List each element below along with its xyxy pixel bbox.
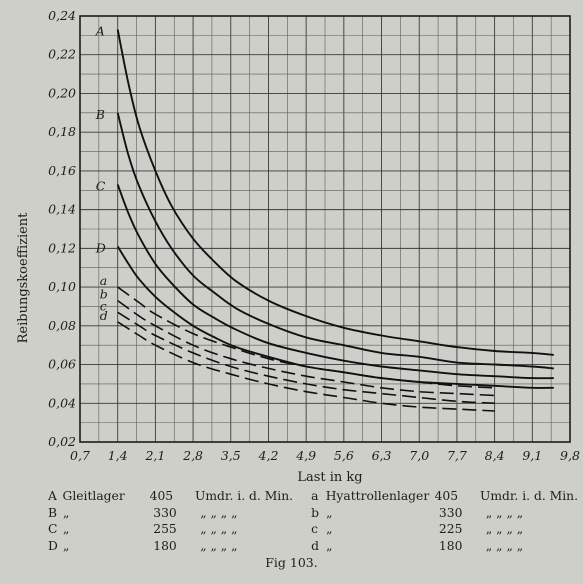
x-tick-label: 1,4 [108, 448, 128, 463]
legend-speed: 225 [438, 522, 463, 537]
x-tick-label: 9,8 [560, 448, 580, 463]
legend-row: A Gleitlager 405 Umdr. i. d. Min. a Hyat… [48, 488, 578, 505]
curve-label-D: D [95, 240, 106, 255]
legend-unit: „ „ „ „ [485, 538, 524, 553]
legend-unit: „ „ „ „ [200, 505, 238, 520]
curve-label-c: c [100, 298, 107, 313]
series-line-C [116, 184, 554, 380]
x-tick-label: 7,7 [447, 448, 467, 463]
legend-unit: Umdr. i. d. Min. [195, 489, 294, 503]
y-tick-labels: 0,02 0,04 0,06 0,08 0,10 0,12 0,14 0,16 0,18 0,20… [48, 8, 76, 449]
x-tick-label: 2,8 [182, 448, 203, 463]
legend-key: c [311, 522, 319, 537]
plot-border [79, 15, 571, 443]
legend-key: a [311, 489, 319, 503]
legend-key: D [48, 538, 58, 553]
legend-key: A [48, 489, 57, 503]
legend-speed: 330 [438, 505, 463, 520]
legend-unit: „ „ „ „ [485, 522, 524, 537]
curve-label-C: C [96, 178, 106, 193]
curve-label-b: b [100, 287, 108, 302]
y-axis-title: Reibungskoeffizient [16, 212, 31, 344]
legend-speed: 330 [153, 505, 177, 520]
y-tick-label: 0,12 [48, 240, 76, 255]
grid [79, 15, 571, 443]
y-tick-label: 0,08 [48, 318, 76, 333]
y-tick-label: 0,20 [48, 85, 76, 100]
x-tick-labels: 0,7 1,4 2,1 2,8 3,5 4,2 4,9 5,6 6,3 7,0 7,7 8,4 9,1 9… [70, 448, 580, 463]
legend-speed: 405 [434, 489, 459, 503]
legend-bearing: „ [326, 505, 333, 520]
series-line-b [117, 299, 495, 397]
curve-label-a: a [100, 273, 107, 288]
legend-unit: „ „ „ „ [200, 522, 238, 537]
x-tick-label: 0,7 [70, 448, 90, 463]
plot-frame [79, 15, 571, 443]
legend-bearing: Gleitlager [62, 489, 125, 503]
legend-bearing: Hyattrollenlager [325, 489, 430, 503]
y-tick-label: 0,22 [48, 47, 76, 62]
series-line-B [116, 112, 554, 370]
x-tick-label: 6,3 [372, 448, 392, 463]
y-tick-label: 0,06 [48, 357, 76, 372]
y-tick-label: 0,18 [48, 124, 76, 139]
series-line-d [117, 321, 495, 412]
legend-bearing: „ [63, 522, 70, 537]
legend-row: D „ 180 „ „ „ „ d „ 180 „ „ „ „ [48, 538, 578, 555]
legend-unit: Umdr. i. d. Min. [479, 489, 579, 503]
y-tick-label: 0,10 [48, 279, 76, 294]
legend: A Gleitlager 405 Umdr. i. d. Min. a Hyat… [48, 488, 578, 554]
y-tick-label: 0,24 [48, 8, 76, 23]
x-tick-label: 2,1 [144, 448, 165, 463]
x-tick-label: 9,1 [522, 448, 542, 463]
x-tick-label: 4,2 [258, 448, 279, 463]
x-tick-label: 3,5 [221, 448, 241, 463]
x-tick-label: 7,0 [409, 448, 429, 463]
legend-row: B „ 330 „ „ „ „ b „ 330 „ „ „ „ [48, 505, 578, 522]
series-line-A [116, 29, 554, 356]
legend-unit: „ „ „ „ [200, 538, 238, 553]
x-tick-label: 5,6 [334, 448, 354, 463]
x-tick-label: 4,9 [295, 448, 316, 463]
legend-bearing: „ [63, 505, 70, 520]
legend-bearing: „ [63, 538, 70, 553]
series-lines [116, 29, 554, 412]
series-line-c [117, 311, 495, 405]
curve-label-A: A [95, 24, 105, 39]
x-axis-title: Last in kg [297, 470, 362, 485]
x-tick-label: 8,4 [485, 448, 505, 463]
legend-speed: 180 [153, 538, 177, 553]
curve-label-d: d [100, 308, 108, 323]
legend-key: C [48, 522, 58, 537]
legend-key: b [311, 505, 319, 520]
legend-speed: 255 [153, 522, 177, 537]
figure-caption: Fig 103. [265, 555, 318, 570]
series-line-D [116, 245, 554, 389]
legend-key: B [48, 505, 58, 520]
legend-speed: 405 [149, 489, 174, 503]
y-tick-label: 0,14 [48, 202, 76, 217]
y-tick-label: 0,02 [48, 434, 76, 449]
legend-bearing: „ [326, 538, 333, 553]
legend-bearing: „ [326, 522, 333, 537]
legend-key: d [311, 538, 319, 553]
y-tick-label: 0,16 [48, 163, 76, 178]
legend-row: C „ 255 „ „ „ „ c „ 225 „ „ „ „ [48, 521, 578, 538]
curve-label-B: B [95, 107, 105, 122]
series-line-a [117, 286, 495, 389]
legend-speed: 180 [438, 538, 463, 553]
legend-unit: „ „ „ „ [485, 505, 524, 520]
y-tick-label: 0,04 [48, 395, 76, 410]
